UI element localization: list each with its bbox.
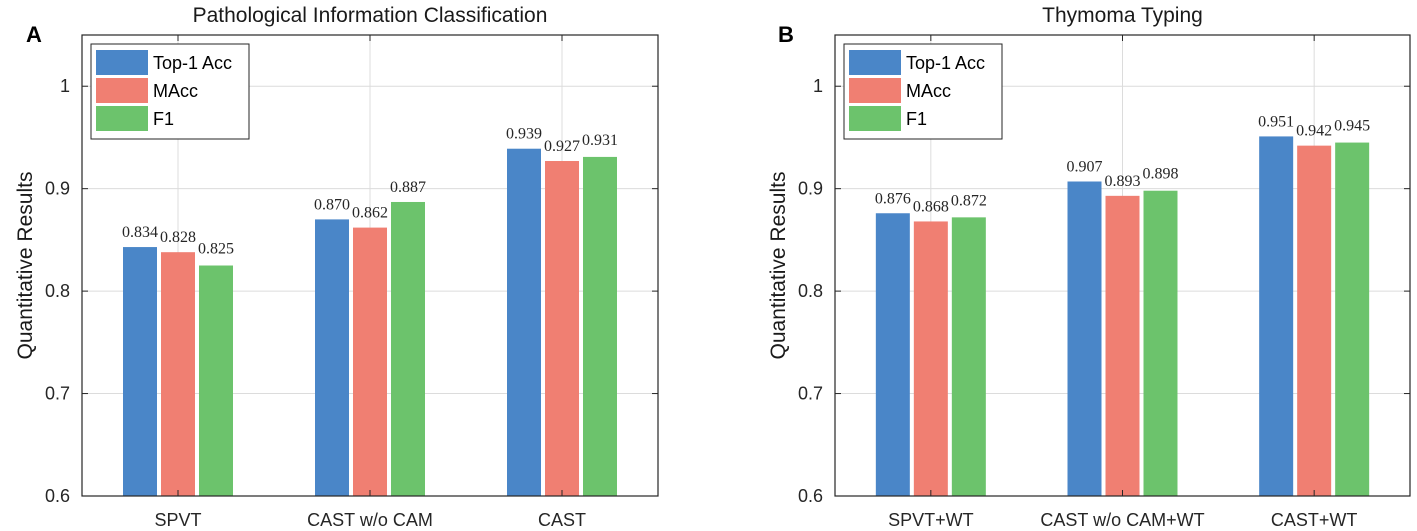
y-tick-label: 1 bbox=[813, 76, 823, 96]
bar-macc-2 bbox=[353, 227, 387, 496]
bar-f1-3 bbox=[583, 156, 617, 497]
bar-top-1-acc-3 bbox=[1259, 136, 1294, 497]
legend-swatch bbox=[96, 50, 148, 75]
bar-top-1-acc-1 bbox=[875, 213, 910, 496]
panel-letter: B bbox=[778, 22, 794, 47]
y-tick-label: 0.7 bbox=[45, 384, 70, 404]
legend-swatch bbox=[849, 78, 901, 103]
y-axis-label: Quantitative Results bbox=[767, 172, 790, 360]
bar-f1-3 bbox=[1335, 142, 1370, 497]
y-tick-label: 0.8 bbox=[798, 281, 823, 301]
data-label: 0.945 bbox=[1334, 118, 1370, 135]
data-label: 0.868 bbox=[913, 198, 949, 215]
data-label: 0.939 bbox=[506, 126, 542, 143]
bar-macc-3 bbox=[545, 161, 579, 497]
data-label: 0.931 bbox=[582, 132, 618, 149]
y-tick-label: 0.6 bbox=[798, 486, 823, 506]
x-tick-label: SPVT+WT bbox=[888, 510, 974, 530]
y-tick-label: 0.6 bbox=[45, 486, 70, 506]
y-tick-label: 1 bbox=[60, 76, 70, 96]
legend-swatch bbox=[849, 106, 901, 131]
legend-swatch bbox=[96, 106, 148, 131]
data-label: 0.862 bbox=[352, 205, 388, 222]
data-label: 0.951 bbox=[1258, 113, 1294, 130]
data-label: 0.834 bbox=[122, 224, 158, 241]
bar-top-1-acc-1 bbox=[123, 247, 157, 496]
bar-macc-1 bbox=[913, 221, 948, 496]
x-tick-label: CAST+WT bbox=[1271, 510, 1358, 530]
y-tick-label: 0.9 bbox=[798, 179, 823, 199]
data-label: 0.942 bbox=[1296, 123, 1332, 140]
data-label: 0.887 bbox=[390, 179, 426, 196]
legend-entry: MAcc bbox=[906, 81, 951, 101]
data-label: 0.828 bbox=[160, 229, 196, 246]
bar-f1-2 bbox=[391, 201, 425, 497]
chart-title: Pathological Information Classification bbox=[193, 4, 548, 27]
legend-entry: Top-1 Acc bbox=[906, 53, 985, 73]
y-tick-label: 0.9 bbox=[45, 179, 70, 199]
legend-entry: F1 bbox=[906, 109, 927, 129]
data-label: 0.876 bbox=[875, 190, 911, 207]
data-label: 0.907 bbox=[1067, 158, 1103, 175]
x-tick-label: CAST w/o CAM+WT bbox=[1040, 510, 1204, 530]
y-tick-label: 0.7 bbox=[798, 384, 823, 404]
bar-macc-1 bbox=[161, 252, 195, 496]
legend-entry: Top-1 Acc bbox=[153, 53, 232, 73]
data-label: 0.870 bbox=[314, 196, 350, 213]
data-label: 0.893 bbox=[1105, 173, 1141, 190]
bar-top-1-acc-2 bbox=[1067, 181, 1102, 497]
data-label: 0.898 bbox=[1143, 166, 1179, 183]
bar-top-1-acc-3 bbox=[507, 148, 541, 497]
data-label: 0.927 bbox=[544, 138, 580, 155]
bar-top-1-acc-2 bbox=[315, 219, 349, 496]
panel-letter: A bbox=[26, 22, 42, 47]
y-axis-label: Quantitative Results bbox=[14, 172, 37, 360]
bar-f1-1 bbox=[951, 217, 986, 496]
data-label: 0.872 bbox=[951, 192, 987, 209]
x-tick-label: CAST w/o CAM bbox=[307, 510, 433, 530]
chart-panel-b: 0.876 0.907 0.951 0.868 0.893 0.942 0.872 0.898… bbox=[767, 4, 1411, 530]
data-label: 0.825 bbox=[198, 241, 234, 258]
y-tick-label: 0.8 bbox=[45, 281, 70, 301]
x-tick-label: SPVT bbox=[154, 510, 201, 530]
chart-panel-a: 0.834 0.870 0.939 0.828 0.862 0.927 0.825 0.887… bbox=[14, 4, 659, 530]
bar-macc-2 bbox=[1105, 195, 1140, 497]
legend-swatch bbox=[96, 78, 148, 103]
bar-f1-2 bbox=[1143, 190, 1178, 496]
x-tick-label: CAST bbox=[538, 510, 586, 530]
legend-entry: MAcc bbox=[153, 81, 198, 101]
legend-swatch bbox=[849, 50, 901, 75]
bar-macc-3 bbox=[1297, 145, 1332, 496]
bar-f1-1 bbox=[199, 265, 233, 496]
legend-entry: F1 bbox=[153, 109, 174, 129]
chart-title: Thymoma Typing bbox=[1042, 4, 1203, 27]
